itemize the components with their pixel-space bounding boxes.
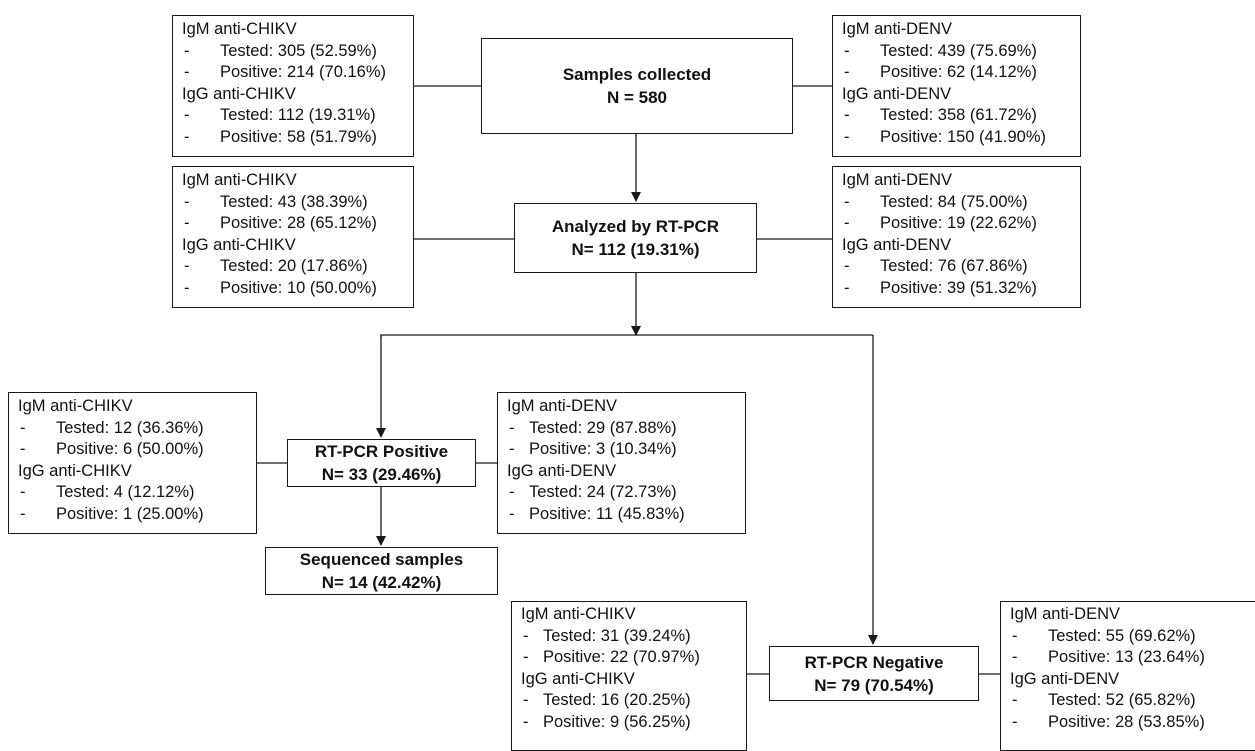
branch-to-positive <box>380 334 873 338</box>
node-count: N = 580 <box>606 88 667 107</box>
igm-positive-row: - Positive: 19 (22.62%) <box>844 214 1037 232</box>
igm-positive-row: - Positive: 13 (23.64%) <box>1012 648 1205 666</box>
panel-collected-chikv: IgM anti-CHIKV - Tested: 305 (52.59%) - Po… <box>172 15 414 157</box>
igm-heading: IgM anti-DENV <box>1010 605 1121 623</box>
panel-negative-chikv: IgM anti-CHIKV - Tested: 31 (39.24%) - Pos… <box>511 601 747 751</box>
node-sequenced-samples: Sequenced samples N= 14 (42.42%) <box>265 547 498 595</box>
node-title: RT-PCR Negative <box>804 652 944 672</box>
panel-negative-denv: IgM anti-DENV - Tested: 55 (69.62%) - Posi… <box>1000 601 1255 751</box>
igg-heading: IgG anti-DENV <box>842 235 952 254</box>
igg-positive-row: - Positive: 10 (50.00%) <box>184 278 377 297</box>
igm-positive-row: - Positive: 3 (10.34%) <box>509 440 677 458</box>
igm-tested-row: - Tested: 439 (75.69%) <box>844 41 1037 60</box>
igm-positive-row: - Positive: 28 (65.12%) <box>184 214 377 232</box>
node-title: Sequenced samples <box>299 550 464 569</box>
igg-heading: IgG anti-CHIKV <box>521 669 635 688</box>
node-count: N= 112 (19.31%) <box>571 240 700 259</box>
igg-tested-row: - Tested: 20 (17.86%) <box>184 257 368 275</box>
igm-positive-row: - Positive: 62 (14.12%) <box>844 63 1037 81</box>
igg-positive-row: - Positive: 11 (45.83%) <box>509 504 685 523</box>
igm-heading: IgM anti-CHIKV <box>182 20 297 38</box>
node-title: Samples collected <box>562 65 712 84</box>
igm-tested-row: - Tested: 31 (39.24%) <box>523 626 691 645</box>
node-title: RT-PCR Positive <box>314 442 449 461</box>
igg-tested-row: - Tested: 16 (20.25%) <box>523 691 691 709</box>
igg-positive-row: - Positive: 9 (56.25%) <box>523 712 691 731</box>
igm-heading: IgM anti-CHIKV <box>182 171 297 189</box>
igg-tested-row: - Tested: 358 (61.72%) <box>844 106 1037 124</box>
node-count: N= 14 (42.42%) <box>321 573 442 592</box>
igm-heading: IgM anti-CHIKV <box>521 605 636 623</box>
igm-heading: IgM anti-DENV <box>842 171 953 189</box>
igm-positive-row: - Positive: 22 (70.97%) <box>523 648 700 666</box>
igm-tested-row: - Tested: 55 (69.62%) <box>1012 626 1196 645</box>
igg-positive-row: - Positive: 150 (41.90%) <box>844 127 1047 146</box>
igg-heading: IgG anti-DENV <box>507 461 617 480</box>
igg-heading: IgG anti-CHIKV <box>182 84 296 103</box>
igm-heading: IgM anti-CHIKV <box>18 397 133 415</box>
node-count: N= 79 (70.54%) <box>814 675 934 695</box>
igm-tested-row: - Tested: 43 (38.39%) <box>184 192 368 211</box>
igg-tested-row: - Tested: 4 (12.12%) <box>20 483 195 501</box>
node-rtpcr-positive: RT-PCR Positive N= 33 (29.46%) <box>287 439 476 487</box>
panel-rtpcr-chikv: IgM anti-CHIKV - Tested: 43 (38.39%) - Pos… <box>172 166 414 308</box>
igg-heading: IgG anti-CHIKV <box>18 461 132 480</box>
igg-heading: IgG anti-DENV <box>1010 669 1120 688</box>
igm-tested-row: - Tested: 305 (52.59%) <box>184 41 377 60</box>
igm-tested-row: - Tested: 84 (75.00%) <box>844 192 1028 211</box>
panel-positive-denv: IgM anti-DENV - Tested: 29 (87.88%) - Posi… <box>497 392 746 534</box>
igg-positive-row: - Positive: 39 (51.32%) <box>844 278 1037 297</box>
node-title: Analyzed by RT-PCR <box>551 217 720 236</box>
node-samples-collected: Samples collected N = 580 <box>481 38 793 134</box>
panel-rtpcr-denv: IgM anti-DENV - Tested: 84 (75.00%) - Posi… <box>832 166 1081 308</box>
node-rtpcr-negative: RT-PCR Negative N= 79 (70.54%) <box>769 646 979 701</box>
panel-positive-chikv: IgM anti-CHIKV - Tested: 12 (36.36%) - Pos… <box>8 392 257 534</box>
igm-tested-row: - Tested: 29 (87.88%) <box>509 418 677 437</box>
igg-heading: IgG anti-DENV <box>842 84 952 103</box>
igm-positive-row: - Positive: 214 (70.16%) <box>184 63 387 81</box>
node-count: N= 33 (29.46%) <box>321 465 442 484</box>
igm-positive-row: - Positive: 6 (50.00%) <box>20 440 204 458</box>
igg-positive-row: - Positive: 28 (53.85%) <box>1012 712 1205 731</box>
igg-tested-row: - Tested: 24 (72.73%) <box>509 483 677 501</box>
panel-collected-denv: IgM anti-DENV - Tested: 439 (75.69%) - Pos… <box>832 15 1081 157</box>
igg-tested-row: - Tested: 52 (65.82%) <box>1012 691 1196 709</box>
igg-positive-row: - Positive: 1 (25.00%) <box>20 504 204 523</box>
igg-tested-row: - Tested: 112 (19.31%) <box>184 106 376 124</box>
igg-tested-row: - Tested: 76 (67.86%) <box>844 257 1028 275</box>
igg-heading: IgG anti-CHIKV <box>182 235 296 254</box>
igm-heading: IgM anti-DENV <box>842 20 953 38</box>
node-analyzed-rtpcr: Analyzed by RT-PCR N= 112 (19.31%) <box>514 203 757 273</box>
igm-heading: IgM anti-DENV <box>507 397 618 415</box>
igg-positive-row: - Positive: 58 (51.79%) <box>184 127 377 146</box>
igm-tested-row: - Tested: 12 (36.36%) <box>20 418 204 437</box>
